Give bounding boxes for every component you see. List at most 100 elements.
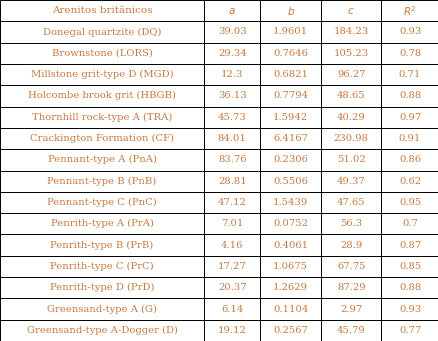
Text: 56.3: 56.3	[339, 219, 361, 228]
Bar	[0, 21, 204, 43]
Bar	[320, 21, 381, 43]
Text: 0.71: 0.71	[398, 70, 420, 79]
Text: 20.37: 20.37	[217, 283, 246, 292]
Text: Pennant-type C (PnC): Pennant-type C (PnC)	[47, 198, 157, 207]
Bar	[0, 235, 204, 256]
Bar	[260, 43, 320, 64]
Bar	[0, 128, 204, 149]
Bar	[320, 320, 381, 341]
Text: 17.27: 17.27	[217, 262, 246, 271]
Bar	[381, 21, 438, 43]
Bar	[0, 43, 204, 64]
Text: 0.78: 0.78	[398, 49, 420, 58]
Bar	[0, 213, 204, 235]
Text: 29.34: 29.34	[217, 49, 246, 58]
Bar	[381, 213, 438, 235]
Text: 1.0675: 1.0675	[272, 262, 307, 271]
Bar	[204, 277, 260, 298]
Bar	[204, 43, 260, 64]
Text: 1.5942: 1.5942	[272, 113, 307, 122]
Bar	[260, 320, 320, 341]
Bar	[260, 170, 320, 192]
Text: 0.6821: 0.6821	[272, 70, 307, 79]
Text: 19.12: 19.12	[217, 326, 246, 335]
Text: 84.01: 84.01	[217, 134, 246, 143]
Bar	[260, 256, 320, 277]
Text: 67.75: 67.75	[336, 262, 364, 271]
Text: 0.91: 0.91	[398, 134, 420, 143]
Text: 0.0752: 0.0752	[272, 219, 307, 228]
Bar	[320, 128, 381, 149]
Bar	[320, 0, 381, 21]
Bar	[320, 149, 381, 170]
Bar	[260, 64, 320, 85]
Text: 87.29: 87.29	[336, 283, 365, 292]
Text: 0.87: 0.87	[398, 241, 420, 250]
Bar	[320, 43, 381, 64]
Text: Thornhill rock-type A (TRA): Thornhill rock-type A (TRA)	[32, 113, 172, 122]
Text: Greensand-type A (G): Greensand-type A (G)	[47, 305, 157, 314]
Text: 105.23: 105.23	[333, 49, 368, 58]
Text: 0.95: 0.95	[398, 198, 420, 207]
Bar	[204, 64, 260, 85]
Bar	[0, 298, 204, 320]
Text: 0.88: 0.88	[398, 91, 420, 100]
Text: 2.97: 2.97	[339, 305, 361, 313]
Bar	[204, 170, 260, 192]
Text: 0.88: 0.88	[398, 283, 420, 292]
Text: 1.9601: 1.9601	[272, 28, 307, 36]
Bar	[204, 0, 260, 21]
Text: 0.86: 0.86	[398, 155, 420, 164]
Text: 0.7646: 0.7646	[272, 49, 307, 58]
Bar	[204, 149, 260, 170]
Bar	[381, 64, 438, 85]
Bar	[320, 85, 381, 106]
Bar	[381, 298, 438, 320]
Bar	[381, 128, 438, 149]
Text: 45.79: 45.79	[336, 326, 365, 335]
Text: 0.2567: 0.2567	[272, 326, 307, 335]
Text: Holcombe brook grit (HBGB): Holcombe brook grit (HBGB)	[28, 91, 176, 101]
Text: 0.93: 0.93	[398, 28, 420, 36]
Text: Millstone grit-type D (MGD): Millstone grit-type D (MGD)	[31, 70, 173, 79]
Text: $b$: $b$	[286, 5, 294, 17]
Text: 28.81: 28.81	[217, 177, 246, 186]
Text: 0.62: 0.62	[398, 177, 420, 186]
Bar	[260, 21, 320, 43]
Bar	[381, 85, 438, 106]
Bar	[320, 106, 381, 128]
Bar	[204, 235, 260, 256]
Bar	[260, 298, 320, 320]
Text: 230.98: 230.98	[333, 134, 368, 143]
Bar	[260, 149, 320, 170]
Text: 6.4167: 6.4167	[272, 134, 307, 143]
Text: 0.7794: 0.7794	[272, 91, 307, 100]
Text: Penrith-type B (PrB): Penrith-type B (PrB)	[50, 240, 153, 250]
Bar	[381, 235, 438, 256]
Bar	[260, 192, 320, 213]
Text: 0.97: 0.97	[398, 113, 420, 122]
Text: Penrith-type D (PrD): Penrith-type D (PrD)	[49, 283, 154, 292]
Bar	[260, 85, 320, 106]
Bar	[260, 213, 320, 235]
Text: $R^2$: $R^2$	[402, 4, 416, 17]
Bar	[260, 235, 320, 256]
Text: 1.5439: 1.5439	[272, 198, 307, 207]
Bar	[381, 320, 438, 341]
Bar	[381, 277, 438, 298]
Text: 0.5506: 0.5506	[272, 177, 307, 186]
Text: Penrith-type A (PrA): Penrith-type A (PrA)	[50, 219, 153, 228]
Text: 0.1104: 0.1104	[272, 305, 307, 313]
Bar	[204, 256, 260, 277]
Bar	[260, 128, 320, 149]
Bar	[260, 106, 320, 128]
Bar	[0, 277, 204, 298]
Bar	[204, 85, 260, 106]
Bar	[0, 85, 204, 106]
Bar	[204, 213, 260, 235]
Text: Crackington Formation (CF): Crackington Formation (CF)	[30, 134, 174, 143]
Bar	[381, 0, 438, 21]
Bar	[0, 0, 204, 21]
Bar	[204, 106, 260, 128]
Text: 47.65: 47.65	[336, 198, 365, 207]
